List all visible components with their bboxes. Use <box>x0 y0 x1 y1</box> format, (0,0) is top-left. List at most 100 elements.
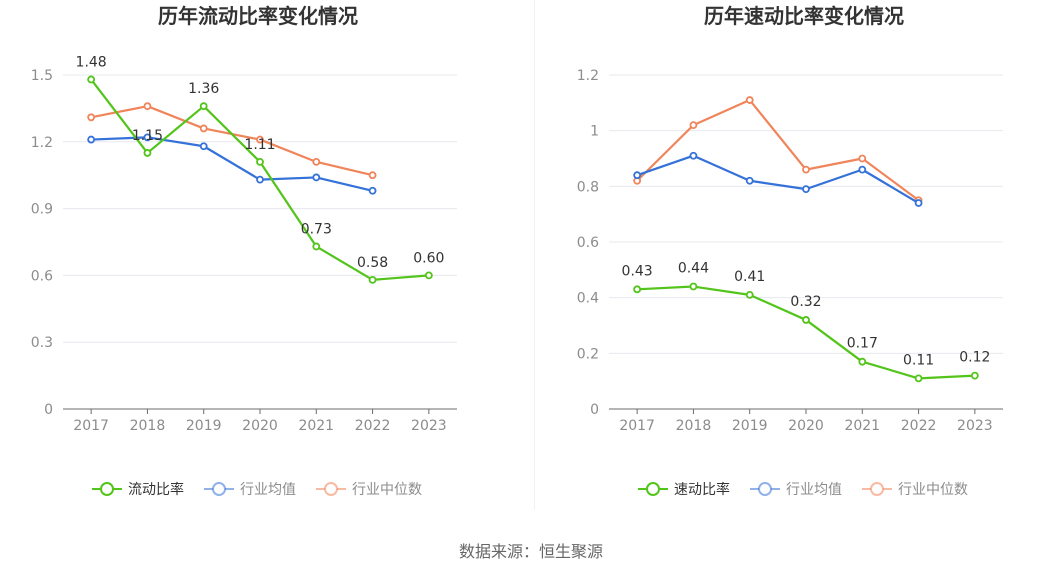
chart-panel-1: 历年流动比率变化情况 0 0.3 0.6 0.9 1.2 1.5 2017 2018 2019 20… <box>31 4 457 498</box>
data-point <box>745 290 754 299</box>
y-tick-label: 0 <box>590 402 599 418</box>
data-point <box>689 151 698 160</box>
legend-item: 流动比率 <box>92 481 184 498</box>
data-point <box>368 275 377 284</box>
series-line <box>636 98 920 202</box>
data-label: 0.12 <box>959 350 990 366</box>
legend-item: 行业均值 <box>204 482 296 498</box>
x-tick-label: 2019 <box>732 418 768 434</box>
x-tick-label: 2022 <box>901 418 937 434</box>
x-tick-label: 2018 <box>130 418 166 434</box>
legend-marker <box>324 482 338 496</box>
series-line <box>91 136 373 192</box>
legend-label: 行业均值 <box>240 482 296 498</box>
legend-marker <box>758 482 772 496</box>
data-point <box>745 176 754 185</box>
data-point <box>689 282 698 291</box>
data-label: 0.41 <box>734 269 765 285</box>
data-point <box>802 165 810 174</box>
legend-item: 行业中位数 <box>862 482 968 498</box>
data-point <box>970 371 979 380</box>
x-tick-label: 2017 <box>73 418 109 434</box>
data-label: 0.60 <box>413 250 444 266</box>
data-point <box>87 113 96 122</box>
data-label: 0.43 <box>622 263 653 279</box>
legend-item: 行业中位数 <box>316 482 422 498</box>
x-tick-label: 2018 <box>676 418 712 434</box>
data-point <box>312 242 321 251</box>
data-label: 1.11 <box>244 137 275 153</box>
data-point <box>689 121 698 129</box>
data-point <box>87 135 96 144</box>
panel-divider <box>534 0 535 510</box>
data-point <box>424 271 433 280</box>
y-tick-label: 0 <box>44 402 53 418</box>
legend-item: 行业均值 <box>750 482 842 498</box>
data-point <box>199 124 208 133</box>
y-tick-label: 1.2 <box>577 68 599 84</box>
data-label: 1.48 <box>76 54 107 70</box>
x-tick-label: 2019 <box>186 418 222 434</box>
data-point <box>633 285 642 294</box>
x-tick-label: 2017 <box>619 418 655 434</box>
data-point <box>914 374 923 383</box>
data-point <box>256 157 264 166</box>
chart-title: 历年流动比率变化情况 <box>158 4 358 28</box>
data-point <box>199 142 208 151</box>
data-point <box>914 199 923 207</box>
data-source-note: 数据来源：恒生聚源 <box>458 542 603 561</box>
data-label: 0.32 <box>790 294 821 310</box>
data-point <box>858 154 867 163</box>
legend-marker <box>212 482 226 496</box>
data-point <box>87 75 96 84</box>
chart-title: 历年速动比率变化情况 <box>704 4 904 28</box>
series-line <box>636 154 920 204</box>
data-label: 0.17 <box>847 336 878 352</box>
x-tick-label: 2023 <box>957 418 993 434</box>
x-tick-label: 2023 <box>411 418 447 434</box>
data-label: 0.58 <box>357 255 388 271</box>
y-tick-label: 0.6 <box>577 235 599 251</box>
y-tick-label: 0.2 <box>577 346 599 362</box>
x-tick-label: 2021 <box>844 418 880 434</box>
data-label: 0.44 <box>678 261 709 277</box>
legend-label: 行业中位数 <box>898 482 968 498</box>
data-point <box>858 165 867 174</box>
y-tick-label: 0.9 <box>31 202 53 218</box>
data-point <box>368 186 377 195</box>
y-tick-label: 0.3 <box>31 335 53 351</box>
x-tick-label: 2022 <box>355 418 391 434</box>
legend-marker <box>870 482 884 496</box>
x-tick-label: 2020 <box>242 418 278 434</box>
legend-label: 速动比率 <box>674 481 730 498</box>
y-tick-label: 0.8 <box>577 179 599 195</box>
data-point <box>256 175 264 184</box>
data-point <box>802 185 810 194</box>
y-tick-label: 1 <box>590 124 599 140</box>
y-tick-label: 1.2 <box>31 135 53 151</box>
legend-label: 行业中位数 <box>352 482 422 498</box>
data-point <box>745 96 754 104</box>
legend-item: 速动比率 <box>638 481 730 498</box>
data-point <box>802 316 810 324</box>
x-tick-label: 2021 <box>298 418 334 434</box>
data-label: 0.73 <box>301 221 332 237</box>
data-point <box>256 135 264 144</box>
legend-label: 行业均值 <box>786 482 842 498</box>
legend-label: 流动比率 <box>128 481 184 498</box>
data-point <box>143 149 152 157</box>
data-point <box>858 357 867 366</box>
y-tick-label: 0.4 <box>577 291 599 307</box>
data-point <box>312 173 321 182</box>
data-point <box>143 133 152 142</box>
legend-marker <box>100 482 114 496</box>
chart-panel-2: 历年速动比率变化情况 0 0.2 0.4 0.6 0.8 1 1.2 2017 2018 2019 2… <box>577 4 1003 498</box>
data-point <box>199 102 208 111</box>
x-tick-label: 2020 <box>788 418 824 434</box>
data-point <box>633 171 642 180</box>
data-label: 0.11 <box>903 352 934 368</box>
legend-marker <box>646 482 660 496</box>
data-point <box>368 171 377 180</box>
data-label: 1.36 <box>188 81 219 97</box>
data-label: 1.15 <box>132 128 163 144</box>
